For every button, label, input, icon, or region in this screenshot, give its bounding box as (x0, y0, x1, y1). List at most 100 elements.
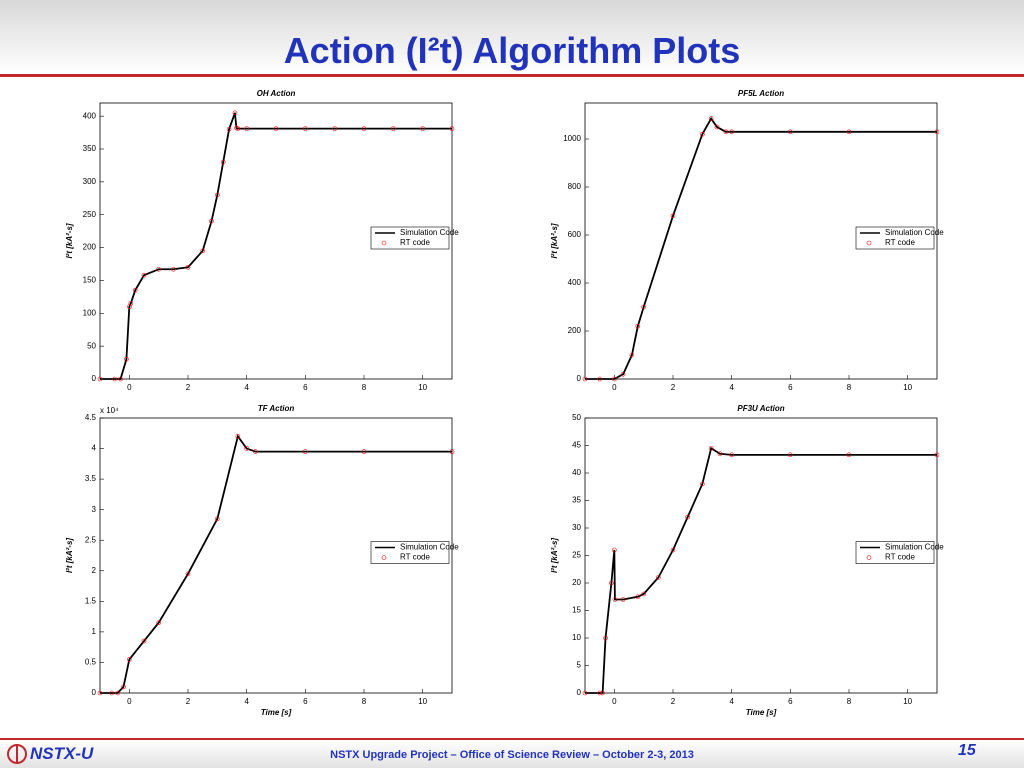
data-point (600, 690, 605, 696)
data-point (209, 218, 214, 224)
y-tick-label: 800 (568, 182, 582, 191)
data-point (232, 110, 238, 116)
data-point (97, 690, 103, 696)
slide-title: Action (I²t) Algorithm Plots (283, 30, 741, 71)
chart-title: OH Action (257, 89, 296, 98)
data-point (244, 446, 249, 451)
footer-text: NSTX Upgrade Project – Office of Science… (330, 749, 694, 761)
data-point (582, 690, 588, 696)
data-point (934, 452, 940, 458)
y-tick-label: 250 (83, 210, 97, 219)
x-tick-label: 8 (847, 383, 852, 392)
data-point (235, 434, 241, 439)
data-point (118, 376, 123, 382)
legend-marker (381, 240, 387, 246)
y-tick-label: 25 (572, 551, 581, 560)
y-axis-label: I²t [kA²-s] (550, 538, 559, 573)
data-line (585, 116, 937, 380)
data-point (597, 690, 602, 696)
data-point (685, 514, 690, 520)
y-tick-label: 400 (568, 278, 582, 287)
y-tick-label: 20 (572, 578, 581, 587)
data-point (132, 287, 138, 293)
data-point (708, 116, 714, 121)
data-point (708, 445, 714, 451)
page-number: 15 (958, 742, 976, 759)
data-point (846, 129, 852, 135)
data-point (141, 272, 147, 278)
x-tick-label: 2 (186, 383, 191, 392)
data-point (788, 129, 793, 135)
y-tick-label: 50 (572, 413, 581, 422)
y-tick-label: 2.5 (85, 535, 97, 544)
data-point (629, 352, 635, 358)
data-point (449, 449, 455, 454)
data-point (729, 129, 734, 135)
data-point (609, 580, 614, 586)
logo-icon (7, 744, 27, 764)
data-point (582, 376, 588, 382)
y-tick-label: 0 (577, 688, 582, 697)
data-point (597, 376, 602, 382)
y-tick-label: 2 (92, 566, 97, 575)
y-tick-label: 0.5 (85, 658, 97, 667)
data-point (717, 451, 723, 457)
data-point (420, 126, 425, 131)
data-point (156, 266, 161, 272)
y-tick-label: 100 (83, 308, 97, 317)
header (0, 0, 1024, 77)
y-axis-label: I²t [kA²-s] (550, 223, 559, 258)
x-tick-label: 10 (903, 697, 912, 706)
y-tick-label: 150 (83, 276, 97, 285)
data-point (215, 516, 220, 522)
data-line (100, 434, 452, 694)
x-tick-label: 0 (127, 697, 132, 706)
data-point (635, 323, 641, 329)
legend-marker (866, 240, 872, 246)
data-point (723, 129, 729, 135)
x-tick-label: 4 (729, 383, 734, 392)
data-point (303, 449, 308, 454)
logo: NSTX-U (30, 744, 94, 763)
y-tick-label: 15 (572, 606, 581, 615)
data-point (156, 620, 161, 626)
data-point (449, 126, 455, 131)
data-point (226, 126, 232, 132)
data-point (670, 547, 676, 553)
x-tick-label: 2 (186, 697, 191, 706)
data-point (171, 266, 176, 272)
data-point (670, 213, 676, 219)
x-tick-label: 6 (788, 697, 793, 706)
x-tick-label: 2 (671, 383, 676, 392)
chart-title: TF Action (258, 404, 295, 413)
data-point (97, 376, 103, 382)
chart-title: PF3U Action (737, 404, 784, 413)
x-tick-label: 10 (903, 383, 912, 392)
data-point (641, 304, 646, 310)
legend-label: RT code (400, 553, 430, 562)
x-tick-label: 8 (362, 383, 367, 392)
x-tick-label: 6 (303, 697, 308, 706)
x-tick-label: 0 (612, 383, 617, 392)
x-tick-label: 0 (612, 697, 617, 706)
data-point (700, 131, 705, 137)
data-point (109, 690, 115, 696)
data-point (620, 597, 626, 602)
x-tick-label: 2 (671, 697, 676, 706)
x-tick-label: 8 (847, 697, 852, 706)
y-tick-label: 600 (568, 230, 582, 239)
y-tick-label: 300 (83, 177, 97, 186)
x-tick-label: 4 (729, 697, 734, 706)
y-tick-label: 4.5 (85, 413, 97, 422)
data-point (729, 452, 734, 458)
data-point (361, 449, 367, 454)
y-axis-label: I²t [kA²-s] (65, 223, 74, 258)
y-multiplier: x 10⁴ (100, 406, 119, 415)
data-point (620, 371, 626, 377)
chart-title: PF5L Action (738, 89, 784, 98)
data-point (185, 571, 191, 577)
y-tick-label: 30 (572, 523, 581, 532)
y-tick-label: 45 (572, 441, 581, 450)
data-point (612, 376, 617, 382)
